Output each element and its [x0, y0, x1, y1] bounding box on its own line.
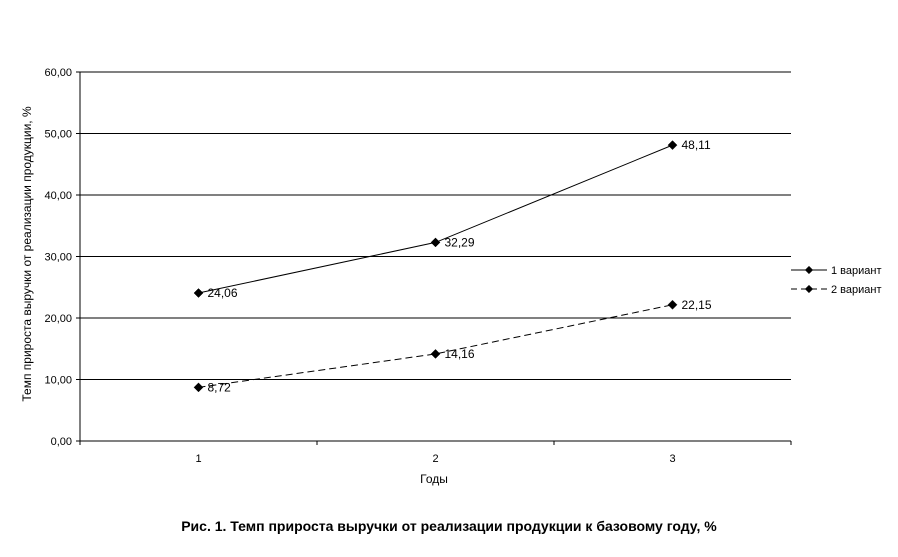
y-tick-label: 30,00 [44, 252, 72, 264]
data-point [193, 288, 204, 298]
data-point [193, 382, 204, 393]
series [193, 140, 678, 393]
legend-entry: 2 вариант [831, 284, 882, 296]
data-label: 32,29 [445, 235, 475, 249]
data-labels: 24,06 32,29 48,11 8,72 14,16 22,15 [208, 138, 712, 394]
data-label: 22,15 [682, 298, 712, 312]
legend-marker [804, 265, 814, 275]
tick-labels: 0,00 10,00 20,00 30,00 40,00 50,00 60,00 1 2 3 [44, 67, 675, 465]
axes [76, 71, 792, 445]
y-tick-label: 20,00 [44, 313, 72, 325]
y-tick-label: 0,00 [51, 436, 72, 448]
data-label: 14,16 [445, 347, 475, 361]
gridlines [80, 71, 791, 380]
data-point [667, 299, 678, 310]
data-point [430, 349, 441, 359]
legend-entry: 1 вариант [831, 265, 882, 277]
figure-caption: Рис. 1. Темп прироста выручки от реализа… [181, 518, 717, 534]
y-tick-label: 50,00 [44, 129, 72, 141]
series-line-1 [198, 144, 673, 294]
legend: 1 вариант 2 вариант [791, 265, 882, 296]
data-label: 48,11 [682, 138, 711, 152]
data-point [430, 237, 441, 248]
y-axis-title: Темп прироста выручки от реализации прод… [20, 106, 34, 402]
y-tick-label: 40,00 [44, 190, 72, 202]
legend-marker [804, 284, 814, 294]
data-point [667, 140, 678, 150]
x-tick-label: 1 [195, 453, 201, 465]
y-tick-label: 60,00 [44, 67, 72, 79]
y-tick-label: 10,00 [44, 375, 72, 387]
series-line-2 [198, 304, 673, 388]
data-label: 24,06 [208, 286, 238, 300]
data-label: 8,72 [208, 380, 232, 394]
x-axis-title: Годы [420, 472, 448, 486]
x-tick-label: 3 [669, 453, 675, 465]
x-tick-label: 2 [432, 453, 438, 465]
